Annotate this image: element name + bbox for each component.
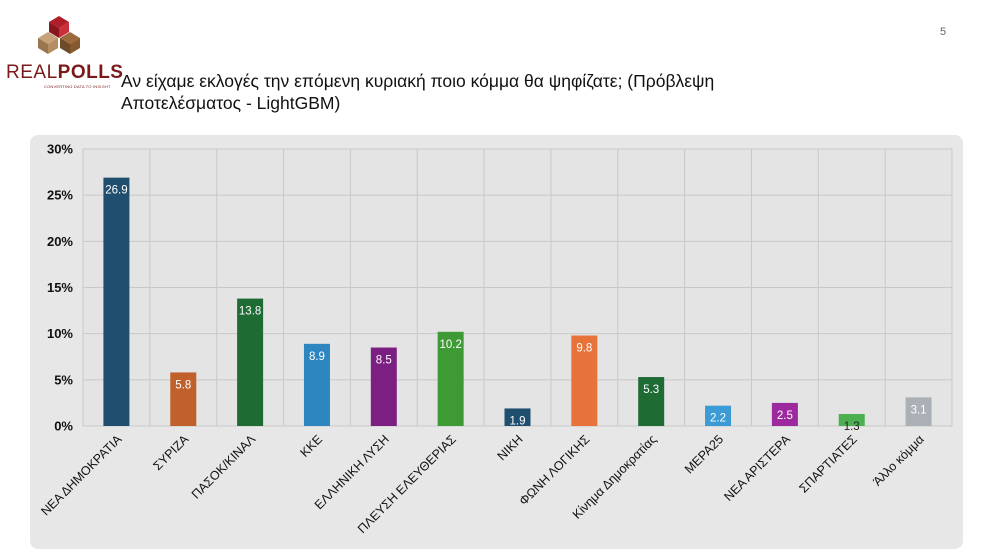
page-title: Αν είχαμε εκλογές την επόμενη κυριακή πο… xyxy=(121,70,821,114)
bar xyxy=(905,397,932,426)
y-tick-label: 15% xyxy=(47,280,73,295)
bar xyxy=(170,372,197,426)
x-category-label: ΝΕΑ ΔΗΜΟΚΡΑΤΙΑ xyxy=(38,432,125,519)
x-category-label: ΠΑΣΟΚ/ΚΙΝΑΛ xyxy=(189,432,259,502)
bar xyxy=(838,413,865,426)
bar-value-label: 2.5 xyxy=(777,410,793,422)
bar xyxy=(437,331,464,426)
bar xyxy=(237,298,264,426)
bar xyxy=(303,343,330,426)
bars-layer xyxy=(103,177,932,426)
y-tick-label: 30% xyxy=(47,142,73,157)
bar-value-label: 5.8 xyxy=(175,379,191,391)
bar-value-label: 26.9 xyxy=(105,185,127,197)
bar-value-label: 2.2 xyxy=(710,413,726,425)
bar-value-label: 10.2 xyxy=(439,339,461,351)
x-category-label: Άλλο κόμμα xyxy=(870,432,926,488)
realpolls-logo: REALPOLLS CONVERTING DATA TO INSIGHT xyxy=(4,12,123,92)
bar xyxy=(771,402,798,426)
y-tick-label: 25% xyxy=(47,188,73,203)
x-category-label: ΣΥΡΙΖΑ xyxy=(150,432,191,473)
bar xyxy=(103,177,130,426)
x-category-label: ΜΕΡΑ25 xyxy=(682,432,726,476)
bar xyxy=(705,405,732,426)
x-category-label: ΝΕΑ ΑΡΙΣΤΕΡΑ xyxy=(721,432,793,504)
bar-value-label: 1.9 xyxy=(510,415,526,427)
grid-layer: 0% 5% 10% 15% 20% 25% 30% xyxy=(47,142,953,434)
bar xyxy=(571,335,598,426)
bar xyxy=(504,408,531,426)
y-tick-label: 0% xyxy=(54,419,73,434)
x-category-label: ΝΙΚΗ xyxy=(495,432,526,463)
logo-wordmark: REALPOLLS xyxy=(6,62,124,83)
y-tick-label: 20% xyxy=(47,234,73,249)
page-number: 5 xyxy=(940,26,947,38)
bar-value-label: 8.5 xyxy=(376,355,392,367)
bar-value-label: 13.8 xyxy=(239,306,261,318)
bar-value-label: 1.3 xyxy=(844,421,860,433)
logo-cubes-icon xyxy=(38,16,80,54)
y-tick-label: 5% xyxy=(54,372,73,387)
bar xyxy=(370,347,397,426)
x-category-label: ΚΚΕ xyxy=(297,432,325,460)
bar-value-label: 5.3 xyxy=(643,384,659,396)
y-tick-label: 10% xyxy=(47,326,73,341)
title-line-1: Αν είχαμε εκλογές την επόμενη κυριακή πο… xyxy=(121,71,715,91)
bar-value-label: 9.8 xyxy=(576,343,592,355)
bar-value-label: 3.1 xyxy=(911,404,927,416)
title-line-2: Αποτελέσματος - LightGBM) xyxy=(121,93,341,113)
x-category-label: ΦΩΝΗ ΛΟΓΙΚΗΣ xyxy=(517,432,593,508)
x-category-label: ΣΠΑΡΤΙΑΤΕΣ xyxy=(796,432,860,496)
logo-tagline: CONVERTING DATA TO INSIGHT xyxy=(44,84,111,89)
bar-value-label: 8.9 xyxy=(309,351,325,363)
bar xyxy=(638,377,665,426)
